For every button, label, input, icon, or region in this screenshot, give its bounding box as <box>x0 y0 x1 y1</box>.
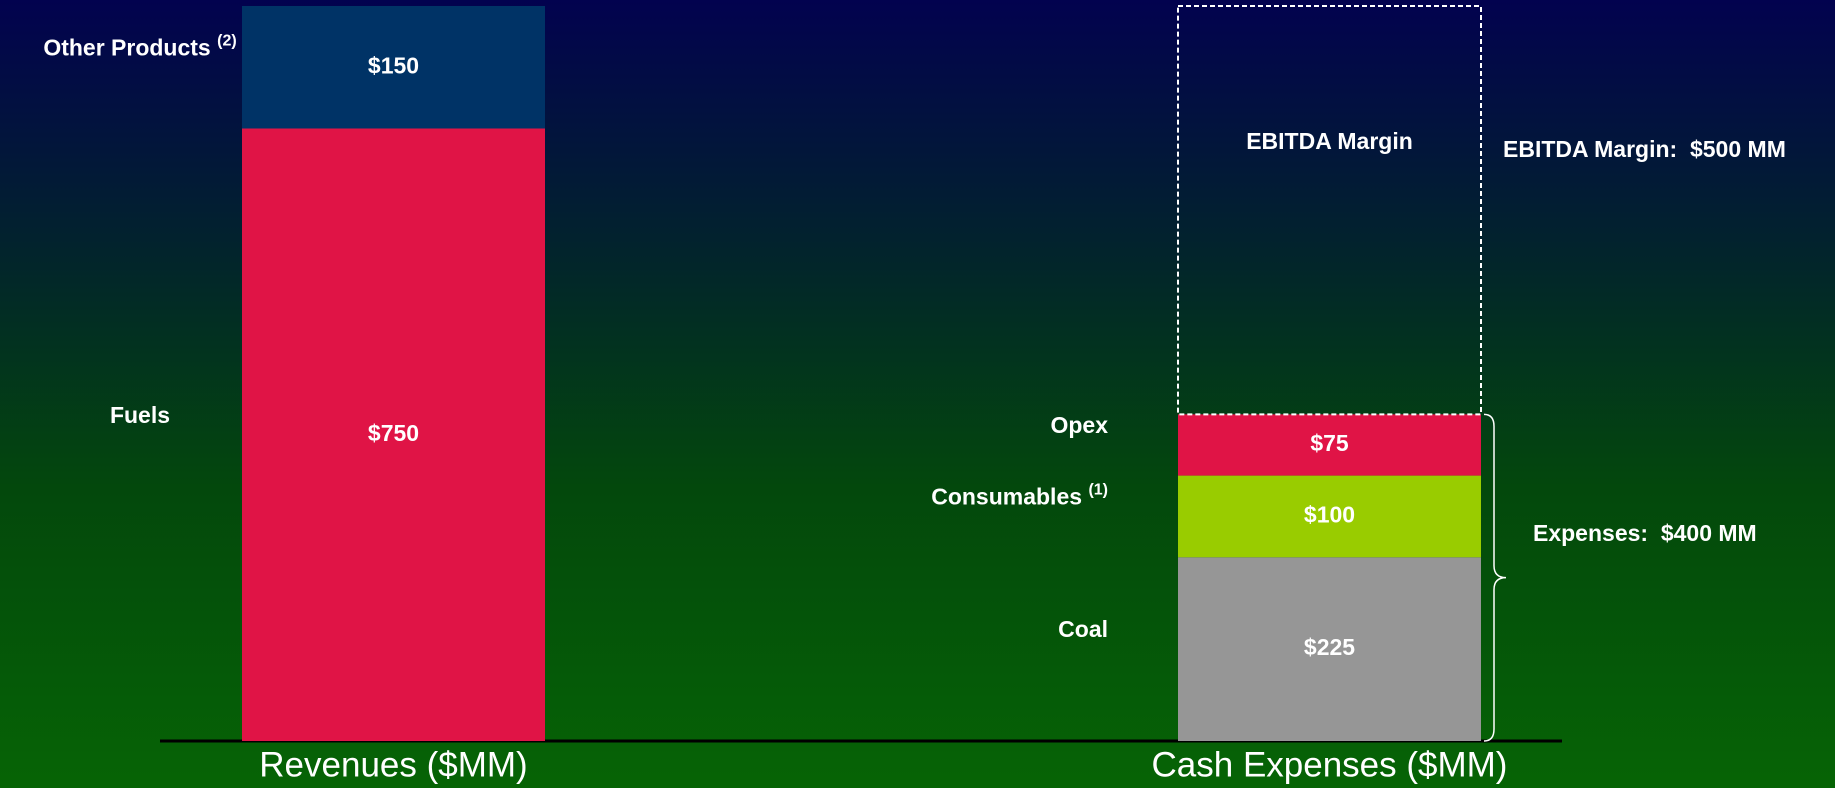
series-name: Fuels <box>110 402 170 428</box>
series-label: Coal <box>1058 616 1108 642</box>
series-name: Opex <box>1050 412 1108 438</box>
value-label: $750 <box>368 420 419 446</box>
series-name: Consumables <box>931 483 1082 509</box>
ebitda-annotation: EBITDA Margin: $500 MM <box>1503 136 1786 162</box>
brace <box>1483 413 1507 742</box>
series-note: (2) <box>217 32 237 49</box>
series-label: Fuels <box>110 402 170 428</box>
bar-segment <box>1178 414 1481 476</box>
series-label: Opex <box>1050 412 1108 438</box>
bar-segment <box>1178 557 1481 741</box>
series-label: Consumables (1) <box>931 482 1108 510</box>
bar-segment <box>242 6 545 129</box>
series-note: (1) <box>1088 482 1108 499</box>
series-name: Other Products <box>43 34 210 60</box>
margin-label: EBITDA Margin <box>1246 128 1413 154</box>
value-label: $75 <box>1310 430 1349 456</box>
category-label: Cash Expenses ($MM) <box>1152 745 1508 784</box>
bar-segment <box>242 128 545 741</box>
series-name: Coal <box>1058 616 1108 642</box>
bar-segment <box>1178 475 1481 558</box>
expenses-annotation: Expenses: $400 MM <box>1533 520 1757 546</box>
value-label: $225 <box>1304 634 1355 660</box>
series-label: Other Products (2) <box>43 32 236 60</box>
margin-box <box>1177 5 1482 416</box>
margin-label-box: EBITDA Margin <box>1246 128 1413 154</box>
category-label: Revenues ($MM) <box>259 745 527 784</box>
value-label: $100 <box>1304 501 1355 527</box>
value-label: $150 <box>368 52 419 78</box>
